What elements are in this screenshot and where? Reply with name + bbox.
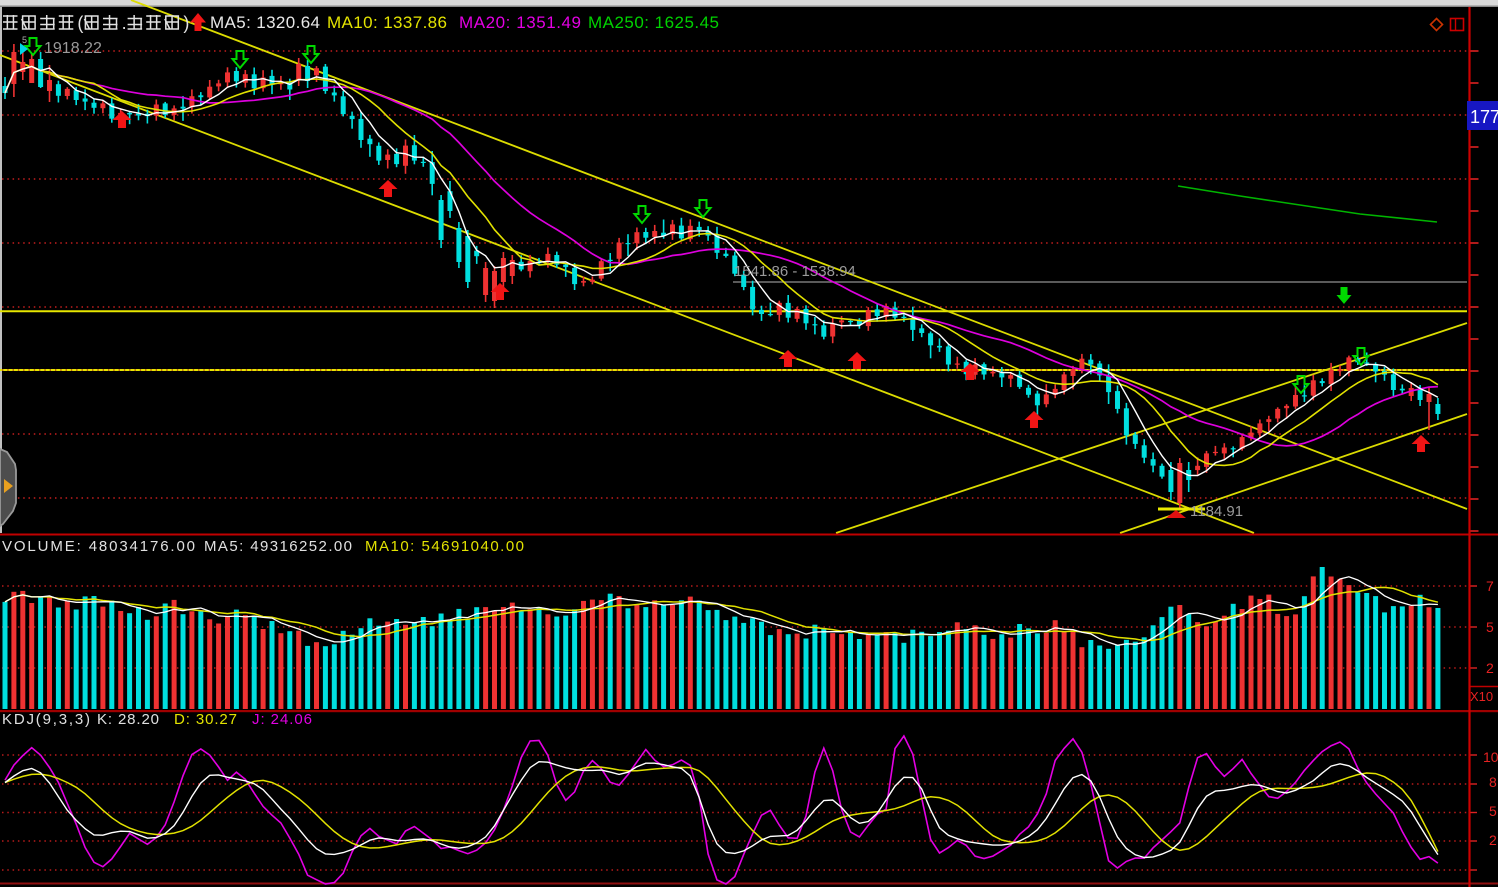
svg-text:J: 24.06: J: 24.06 (252, 711, 312, 728)
svg-text:5: 5 (1489, 803, 1497, 819)
svg-text:K: 28.20: K: 28.20 (97, 711, 159, 728)
svg-text:X10: X10 (1470, 689, 1493, 704)
svg-text:1184.91: 1184.91 (1190, 503, 1243, 520)
svg-text:VOLUME: 48034176.00: VOLUME: 48034176.00 (2, 538, 195, 555)
svg-text:MA10: 1337.86: MA10: 1337.86 (327, 13, 447, 32)
svg-text:MA250: 1625.45: MA250: 1625.45 (588, 13, 719, 32)
svg-text:2: 2 (1489, 832, 1497, 848)
svg-text:): ) (183, 13, 189, 33)
svg-text:177: 177 (1470, 107, 1498, 127)
svg-text:D: 30.27: D: 30.27 (174, 711, 237, 728)
svg-text:MA10: 54691040.00: MA10: 54691040.00 (365, 538, 524, 555)
svg-text:KDJ(9,3,3): KDJ(9,3,3) (2, 711, 90, 728)
svg-text:2: 2 (1486, 660, 1494, 676)
svg-text:MA20: 1351.49: MA20: 1351.49 (459, 13, 581, 32)
svg-text:1918.22: 1918.22 (44, 40, 102, 57)
svg-text:5: 5 (1486, 619, 1494, 635)
svg-text:5: 5 (22, 35, 27, 45)
svg-text:1541.86 - 1538.94: 1541.86 - 1538.94 (734, 263, 856, 280)
svg-text:7: 7 (1486, 578, 1494, 594)
svg-text:MA5: 49316252.00: MA5: 49316252.00 (204, 538, 352, 555)
svg-text:8: 8 (1489, 774, 1497, 790)
svg-text:(: ( (77, 13, 83, 33)
svg-text:.: . (122, 13, 127, 33)
svg-text:10: 10 (1483, 749, 1498, 765)
svg-text:MA5: 1320.64: MA5: 1320.64 (210, 13, 320, 32)
